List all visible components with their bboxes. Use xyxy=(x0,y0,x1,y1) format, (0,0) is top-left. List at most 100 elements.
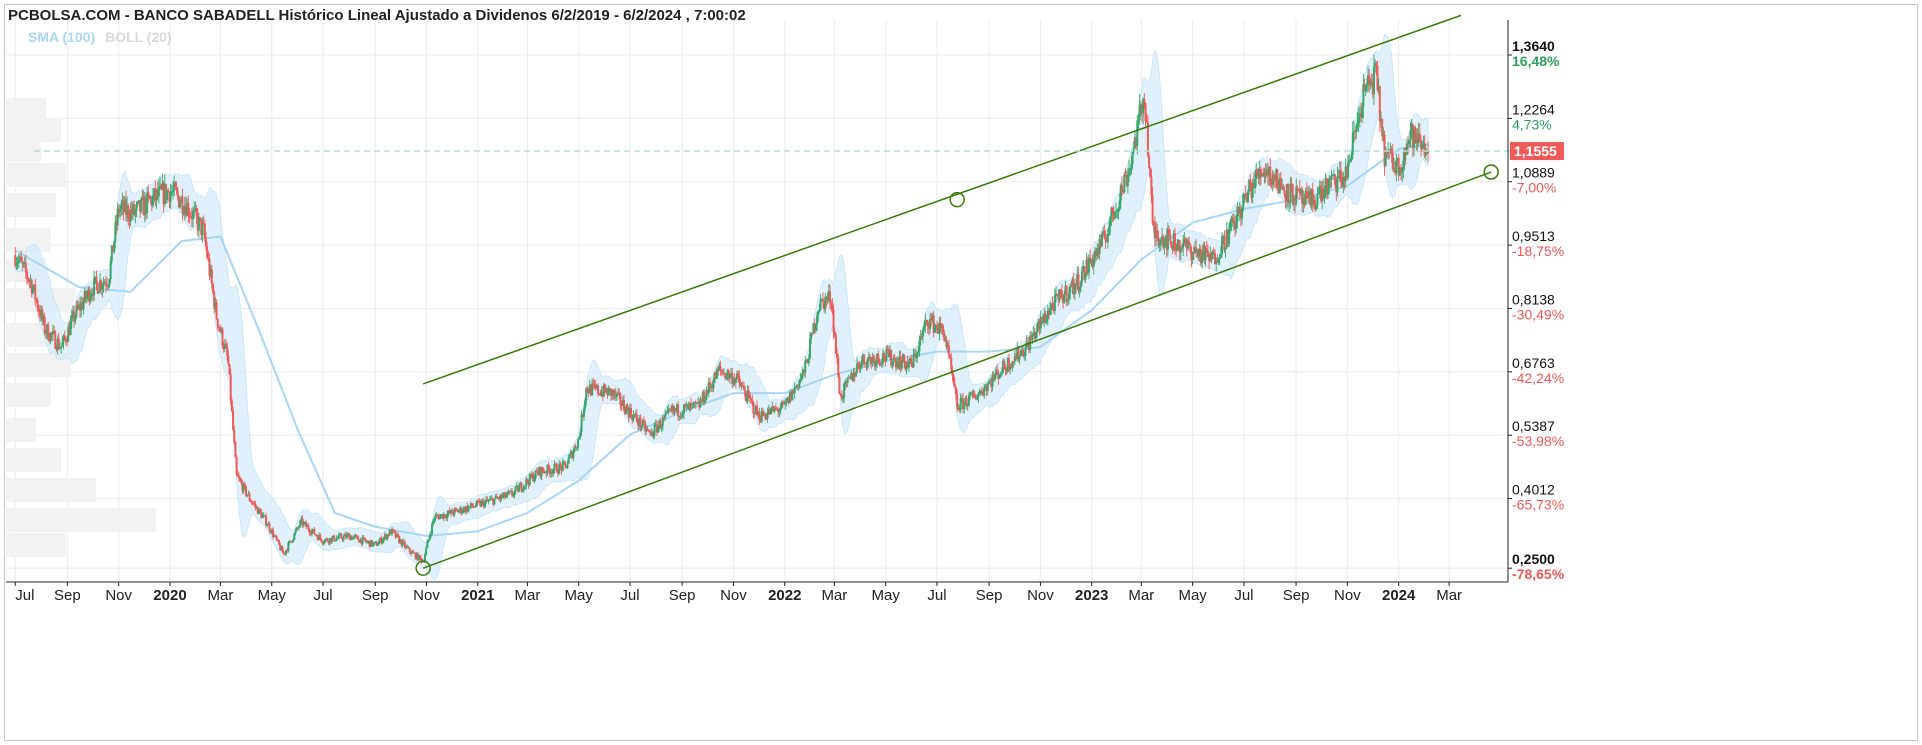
candle-body xyxy=(1251,182,1254,198)
candle-body xyxy=(925,320,928,322)
legend-sma[interactable]: SMA (100) xyxy=(28,29,96,45)
volume-profile-bar xyxy=(6,448,61,472)
candle-body xyxy=(625,405,628,415)
candle-body xyxy=(1259,169,1262,176)
candle-body xyxy=(1012,361,1015,363)
candle-body xyxy=(83,290,86,302)
candle-body xyxy=(630,408,633,416)
candle-body xyxy=(1137,120,1140,122)
candle-body xyxy=(586,387,589,392)
candle-body xyxy=(270,530,273,534)
candle-body xyxy=(398,536,401,543)
candle-body xyxy=(1018,356,1021,360)
x-tick-label: May xyxy=(871,587,900,604)
candle-body xyxy=(1015,355,1018,360)
candle-body xyxy=(719,366,722,370)
candle-body xyxy=(219,327,222,332)
candle-body xyxy=(66,341,69,343)
candle-body xyxy=(655,424,658,433)
legend-boll[interactable]: BOLL (20) xyxy=(105,29,172,45)
candle-body xyxy=(1284,194,1287,201)
candle-body xyxy=(186,202,189,216)
candle-body xyxy=(161,183,164,190)
trend-anchor-handle[interactable] xyxy=(949,191,965,208)
candle-body xyxy=(960,398,963,400)
candle-body xyxy=(207,257,210,259)
candle-body xyxy=(920,336,923,338)
candle-body xyxy=(353,535,356,538)
candle-body xyxy=(243,483,246,487)
candle-body xyxy=(901,354,904,362)
candle-body xyxy=(819,299,822,310)
candle-body xyxy=(739,382,742,387)
candle-body xyxy=(30,280,33,294)
candle-body xyxy=(1296,187,1299,191)
candle-body xyxy=(1309,191,1312,205)
candle-body xyxy=(659,420,662,429)
candle-body xyxy=(43,316,46,334)
candle-body xyxy=(744,390,747,397)
candle-body xyxy=(680,415,683,417)
candle-body xyxy=(334,540,337,542)
candle-body xyxy=(1335,184,1338,193)
candle-body xyxy=(1347,163,1350,178)
candle-body xyxy=(1351,132,1354,155)
candle-body xyxy=(1176,245,1179,251)
candle-body xyxy=(1254,179,1257,189)
candle-body xyxy=(723,373,726,375)
candle-body xyxy=(1423,143,1426,156)
candle-body xyxy=(232,410,235,430)
candle-body xyxy=(721,371,724,374)
candle-body xyxy=(1308,191,1311,199)
candle-body xyxy=(1084,273,1087,280)
candle-body xyxy=(1130,163,1133,168)
candle-body xyxy=(565,465,568,468)
volume-profile-bar xyxy=(6,478,96,502)
trend-anchor-handle[interactable] xyxy=(1483,164,1499,180)
candle-body xyxy=(104,282,107,285)
candle-body xyxy=(990,380,993,387)
candle-body xyxy=(193,209,196,212)
x-tick-label: May xyxy=(258,587,287,604)
candle-body xyxy=(1245,197,1248,203)
candle-body xyxy=(807,358,810,364)
candle-body xyxy=(1323,190,1326,199)
y-tick-percent: -7,00% xyxy=(1512,180,1556,196)
candle-body xyxy=(359,539,362,543)
candle-body xyxy=(89,296,92,302)
candle-body xyxy=(763,414,766,416)
candle-body xyxy=(54,331,57,349)
candle-body xyxy=(1142,98,1145,114)
candle-body xyxy=(1278,178,1281,194)
candle-body xyxy=(804,361,807,373)
candle-body xyxy=(788,392,791,403)
candle-body xyxy=(989,380,992,382)
candle-body xyxy=(1255,169,1258,180)
candle-body xyxy=(1197,250,1200,257)
candle-body xyxy=(952,375,955,384)
candle-body xyxy=(1040,316,1043,324)
candle-body xyxy=(651,431,654,436)
candle-body xyxy=(1102,231,1105,234)
candle-body xyxy=(333,535,336,541)
candle-body xyxy=(113,241,116,253)
candle-body xyxy=(693,401,696,403)
candle-body xyxy=(1145,121,1148,123)
candle-body xyxy=(63,335,66,339)
candle-body xyxy=(1091,259,1094,267)
candle-body xyxy=(1198,248,1201,257)
candle-body xyxy=(706,390,709,393)
candle-body xyxy=(970,391,973,394)
candle-body xyxy=(1078,287,1081,291)
candle-body xyxy=(1007,358,1010,370)
trend-anchor-handle[interactable] xyxy=(415,560,431,576)
candle-body xyxy=(1086,259,1089,273)
candle-body xyxy=(179,202,182,208)
candle-body xyxy=(150,197,153,206)
candle-body xyxy=(512,495,515,497)
candle-body xyxy=(388,530,391,536)
candle-body xyxy=(1166,229,1169,250)
candle-body xyxy=(1362,84,1365,108)
candle-body xyxy=(1401,168,1404,173)
